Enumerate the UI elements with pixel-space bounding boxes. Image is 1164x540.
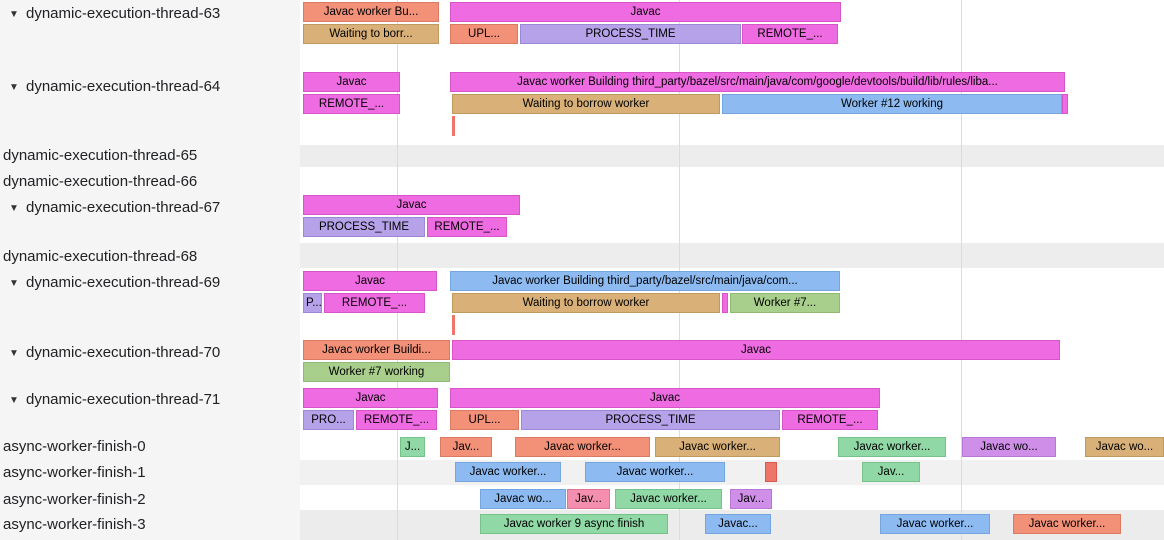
track-name: async-worker-finish-0 [3, 438, 146, 455]
trace-event-slice[interactable]: Javac [452, 340, 1060, 360]
trace-event-slice[interactable]: REMOTE_... [356, 410, 437, 430]
trace-event-slice[interactable]: P... [303, 293, 322, 313]
trace-event-slice[interactable]: Waiting to borr... [303, 24, 439, 44]
track-name: dynamic-execution-thread-68 [3, 248, 198, 265]
trace-event-slice[interactable]: UPL... [450, 24, 518, 44]
track-band [300, 243, 1164, 268]
trace-event-slice[interactable]: Worker #7... [730, 293, 840, 313]
trace-event-slice[interactable]: Javac [303, 271, 437, 291]
track-name: dynamic-execution-thread-66 [3, 173, 198, 190]
trace-event-slice[interactable]: Jav... [730, 489, 772, 509]
track-label: async-worker-finish-3 [0, 516, 298, 536]
trace-tick[interactable] [452, 315, 455, 335]
track-name: dynamic-execution-thread-67 [26, 199, 221, 216]
timeline-gridline [961, 0, 962, 540]
collapse-arrow-icon[interactable]: ▼ [9, 395, 19, 406]
track-name: dynamic-execution-thread-64 [26, 78, 221, 95]
track-label: async-worker-finish-2 [0, 491, 298, 511]
trace-event-slice[interactable]: Javac [303, 72, 400, 92]
trace-event-slice[interactable]: Javac worker... [615, 489, 722, 509]
trace-event-slice[interactable]: PROCESS_TIME [521, 410, 780, 430]
track-band [300, 167, 1164, 192]
collapse-arrow-icon[interactable]: ▼ [9, 82, 19, 93]
trace-event-slice[interactable]: Javac worker 9 async finish [480, 514, 668, 534]
track-label[interactable]: ▼ dynamic-execution-thread-67 [0, 199, 298, 219]
track-label: dynamic-execution-thread-65 [0, 147, 298, 167]
trace-event-slice[interactable]: PROCESS_TIME [303, 217, 425, 237]
trace-event-slice[interactable]: Javac worker... [455, 462, 561, 482]
trace-event-slice[interactable]: Javac [450, 388, 880, 408]
track-name-panel [0, 0, 300, 540]
trace-event-slice[interactable]: Javac worker... [585, 462, 725, 482]
trace-event-slice[interactable]: Javac [303, 195, 520, 215]
trace-event-slice[interactable] [1062, 94, 1068, 114]
trace-event-slice[interactable]: Javac worker... [655, 437, 780, 457]
collapse-arrow-icon[interactable]: ▼ [9, 9, 19, 20]
track-label[interactable]: ▼ dynamic-execution-thread-64 [0, 78, 298, 98]
collapse-arrow-icon[interactable]: ▼ [9, 203, 19, 214]
trace-tick[interactable] [452, 116, 455, 136]
track-name: dynamic-execution-thread-65 [3, 147, 198, 164]
trace-event-slice[interactable]: J... [400, 437, 425, 457]
trace-event-slice[interactable]: Javac worker Bu... [303, 2, 439, 22]
track-label[interactable]: ▼ dynamic-execution-thread-70 [0, 344, 298, 364]
track-name: dynamic-execution-thread-70 [26, 344, 221, 361]
trace-event-slice[interactable]: REMOTE_... [303, 94, 400, 114]
track-label[interactable]: ▼ dynamic-execution-thread-63 [0, 5, 298, 25]
trace-event-slice[interactable]: REMOTE_... [742, 24, 838, 44]
trace-event-slice[interactable]: Javac worker... [838, 437, 946, 457]
track-name: async-worker-finish-3 [3, 516, 146, 533]
trace-event-slice[interactable]: Jav... [567, 489, 610, 509]
trace-event-slice[interactable]: Javac wo... [1085, 437, 1164, 457]
trace-event-slice[interactable]: Javac... [705, 514, 771, 534]
timeline-gridline [679, 0, 680, 540]
track-label: dynamic-execution-thread-66 [0, 173, 298, 193]
trace-event-slice[interactable] [765, 462, 777, 482]
trace-event-slice[interactable]: Waiting to borrow worker [452, 293, 720, 313]
trace-event-slice[interactable]: Javac worker Building third_party/bazel/… [450, 72, 1065, 92]
track-label: async-worker-finish-0 [0, 438, 298, 458]
trace-event-slice[interactable]: Javac worker Building third_party/bazel/… [450, 271, 840, 291]
track-label: dynamic-execution-thread-68 [0, 248, 298, 268]
trace-event-slice[interactable]: Javac worker Buildi... [303, 340, 450, 360]
trace-event-slice[interactable]: Jav... [862, 462, 920, 482]
trace-event-slice[interactable]: Worker #12 working [722, 94, 1062, 114]
track-name: dynamic-execution-thread-63 [26, 5, 221, 22]
track-name: dynamic-execution-thread-71 [26, 391, 221, 408]
trace-event-slice[interactable]: Javac worker... [1013, 514, 1121, 534]
trace-event-slice[interactable]: Javac [303, 388, 438, 408]
trace-event-slice[interactable]: UPL... [450, 410, 519, 430]
trace-event-slice[interactable]: Waiting to borrow worker [452, 94, 720, 114]
trace-event-slice[interactable]: Javac worker... [515, 437, 650, 457]
trace-event-slice[interactable]: REMOTE_... [782, 410, 878, 430]
trace-event-slice[interactable]: REMOTE_... [324, 293, 425, 313]
trace-event-slice[interactable] [722, 293, 728, 313]
track-name: dynamic-execution-thread-69 [26, 274, 221, 291]
timeline-gridline [397, 0, 398, 540]
trace-event-slice[interactable]: Worker #7 working [303, 362, 450, 382]
track-name: async-worker-finish-1 [3, 464, 146, 481]
track-label[interactable]: ▼ dynamic-execution-thread-69 [0, 274, 298, 294]
trace-event-slice[interactable]: Javac worker... [880, 514, 990, 534]
trace-event-slice[interactable]: Javac wo... [480, 489, 566, 509]
trace-event-slice[interactable]: REMOTE_... [427, 217, 507, 237]
track-label[interactable]: ▼ dynamic-execution-thread-71 [0, 391, 298, 411]
trace-event-slice[interactable]: Jav... [440, 437, 492, 457]
trace-event-slice[interactable]: PRO... [303, 410, 354, 430]
trace-event-slice[interactable]: Javac wo... [962, 437, 1056, 457]
collapse-arrow-icon[interactable]: ▼ [9, 348, 19, 359]
track-band [300, 145, 1164, 167]
trace-event-slice[interactable]: PROCESS_TIME [520, 24, 741, 44]
track-name: async-worker-finish-2 [3, 491, 146, 508]
track-label: async-worker-finish-1 [0, 464, 298, 484]
track-band [300, 460, 1164, 485]
collapse-arrow-icon[interactable]: ▼ [9, 278, 19, 289]
trace-event-slice[interactable]: Javac [450, 2, 841, 22]
